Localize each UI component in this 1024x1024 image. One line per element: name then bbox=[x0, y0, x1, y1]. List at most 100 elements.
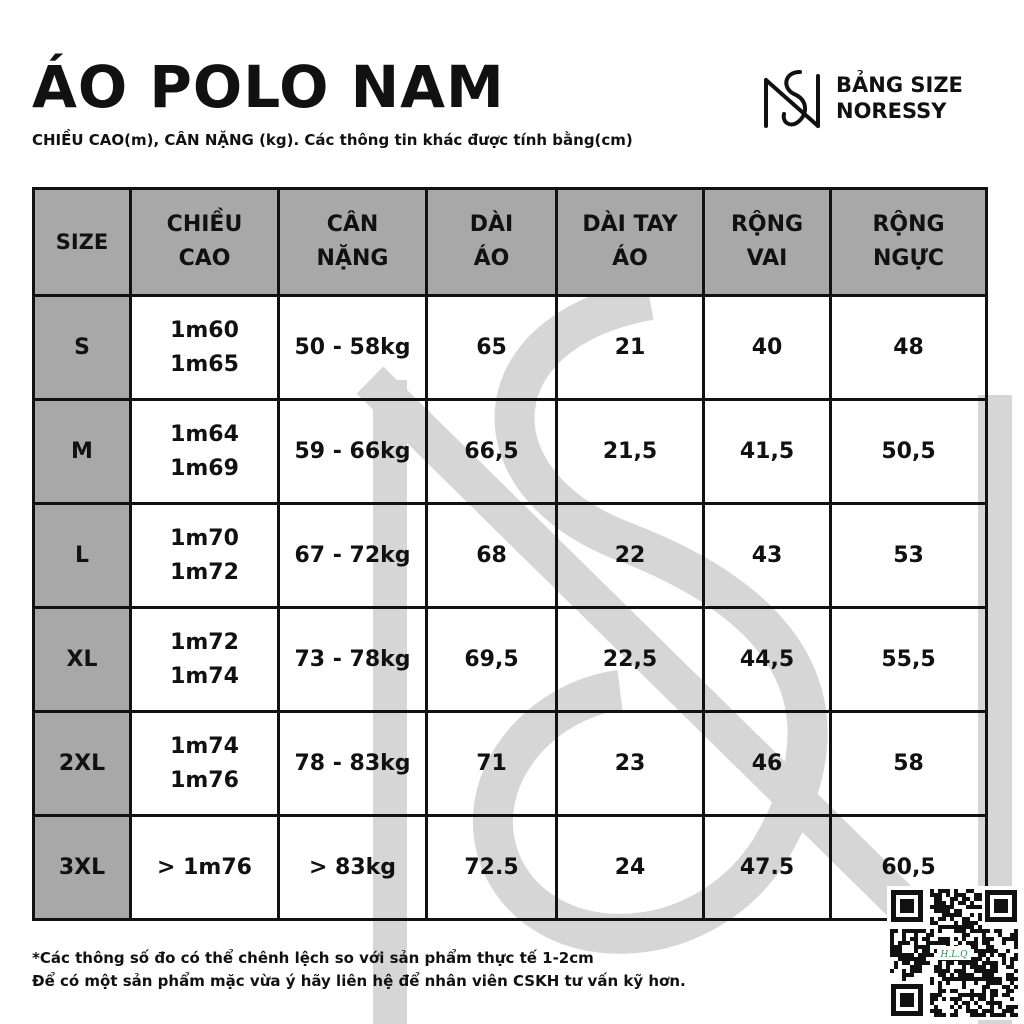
qr-module bbox=[958, 997, 962, 1001]
qr-module bbox=[970, 997, 974, 1001]
qr-module bbox=[962, 893, 966, 897]
qr-module bbox=[982, 929, 986, 933]
cell-shoulder-width: 44,5 bbox=[702, 606, 832, 713]
qr-module bbox=[966, 921, 970, 925]
qr-label: H.L.Q bbox=[940, 950, 969, 960]
qr-module bbox=[990, 949, 994, 953]
qr-module bbox=[922, 949, 926, 953]
qr-module bbox=[970, 921, 974, 925]
qr-module bbox=[938, 909, 942, 913]
qr-module bbox=[970, 889, 974, 893]
qr-module bbox=[986, 941, 990, 945]
qr-module bbox=[938, 981, 942, 985]
qr-module bbox=[994, 969, 998, 973]
qr-module bbox=[950, 997, 954, 1001]
qr-module bbox=[990, 1013, 994, 1017]
cell-chest-width: 53 bbox=[829, 502, 988, 609]
qr-module bbox=[982, 989, 986, 993]
qr-module bbox=[950, 973, 954, 977]
qr-module bbox=[986, 985, 990, 989]
qr-module bbox=[930, 1009, 934, 1013]
qr-module bbox=[970, 961, 974, 965]
qr-module bbox=[1010, 981, 1014, 985]
qr-module bbox=[894, 961, 898, 965]
qr-module bbox=[962, 901, 966, 905]
qr-module bbox=[1006, 949, 1010, 953]
qr-module bbox=[978, 977, 982, 981]
qr-module bbox=[962, 917, 966, 921]
qr-module bbox=[926, 953, 930, 957]
cell-chest-width: 58 bbox=[829, 710, 988, 817]
header-chest-width: RỘNG NGỰC bbox=[829, 187, 988, 297]
qr-module bbox=[978, 969, 982, 973]
qr-module bbox=[958, 925, 962, 929]
qr-module bbox=[990, 973, 994, 977]
qr-module bbox=[974, 945, 978, 949]
contact-note: Để có một sản phẩm mặc vừa ý hãy liên hệ… bbox=[32, 972, 686, 990]
cell-shoulder-width: 47.5 bbox=[702, 814, 832, 921]
qr-module bbox=[938, 969, 942, 973]
qr-module bbox=[938, 1013, 942, 1017]
qr-module bbox=[982, 985, 986, 989]
qr-module bbox=[942, 925, 946, 929]
qr-module bbox=[958, 909, 962, 913]
qr-module bbox=[1014, 945, 1018, 949]
qr-module bbox=[938, 965, 942, 969]
qr-module bbox=[934, 909, 938, 913]
qr-module bbox=[938, 985, 942, 989]
qr-module bbox=[978, 957, 982, 961]
cell-size: 2XL bbox=[32, 710, 132, 817]
qr-module bbox=[958, 961, 962, 965]
brand-block: BẢNG SIZE NORESSY bbox=[760, 66, 963, 130]
qr-module bbox=[926, 941, 930, 945]
qr-module bbox=[890, 949, 894, 953]
qr-module bbox=[970, 941, 974, 945]
qr-module bbox=[982, 949, 986, 953]
qr-module bbox=[1010, 1013, 1014, 1017]
qr-module bbox=[942, 973, 946, 977]
qr-module bbox=[998, 953, 1002, 957]
footer-notes: *Các thông số đo có thể chênh lệch so vớ… bbox=[32, 947, 686, 993]
qr-module bbox=[930, 889, 934, 893]
qr-module bbox=[962, 937, 966, 941]
qr-module bbox=[946, 925, 950, 929]
header-size: SIZE bbox=[32, 187, 132, 297]
qr-module bbox=[982, 1009, 986, 1013]
qr-module bbox=[934, 905, 938, 909]
cell-weight: 59 - 66kg bbox=[277, 398, 428, 505]
qr-module bbox=[922, 961, 926, 965]
qr-module bbox=[970, 901, 974, 905]
qr-module bbox=[950, 1005, 954, 1009]
qr-module bbox=[914, 937, 918, 941]
qr-module bbox=[954, 909, 958, 913]
brand-line-size-chart: BẢNG SIZE bbox=[836, 73, 963, 97]
qr-module bbox=[902, 973, 906, 977]
cell-shoulder-width: 46 bbox=[702, 710, 832, 817]
qr-code-icon[interactable]: H.L.Q bbox=[887, 886, 1021, 1020]
qr-module bbox=[910, 969, 914, 973]
qr-module bbox=[978, 905, 982, 909]
qr-module bbox=[966, 977, 970, 981]
cell-height: 1m60 1m65 bbox=[129, 294, 280, 401]
cell-weight: > 83kg bbox=[277, 814, 428, 921]
qr-module bbox=[962, 925, 966, 929]
qr-module bbox=[1010, 1009, 1014, 1013]
qr-module bbox=[994, 1001, 998, 1005]
qr-module bbox=[974, 1013, 978, 1017]
qr-module bbox=[998, 933, 1002, 937]
qr-module bbox=[902, 933, 906, 937]
qr-module bbox=[938, 925, 942, 929]
qr-module bbox=[1010, 965, 1014, 969]
qr-module bbox=[958, 893, 962, 897]
qr-module bbox=[978, 897, 982, 901]
qr-module bbox=[1010, 977, 1014, 981]
qr-module bbox=[998, 1013, 1002, 1017]
qr-module bbox=[1010, 1005, 1014, 1009]
qr-module bbox=[998, 929, 1002, 933]
qr-module bbox=[922, 957, 926, 961]
qr-module bbox=[942, 905, 946, 909]
cell-shirt-length: 69,5 bbox=[425, 606, 558, 713]
qr-module bbox=[890, 933, 894, 937]
qr-module bbox=[986, 937, 990, 941]
qr-module bbox=[942, 909, 946, 913]
